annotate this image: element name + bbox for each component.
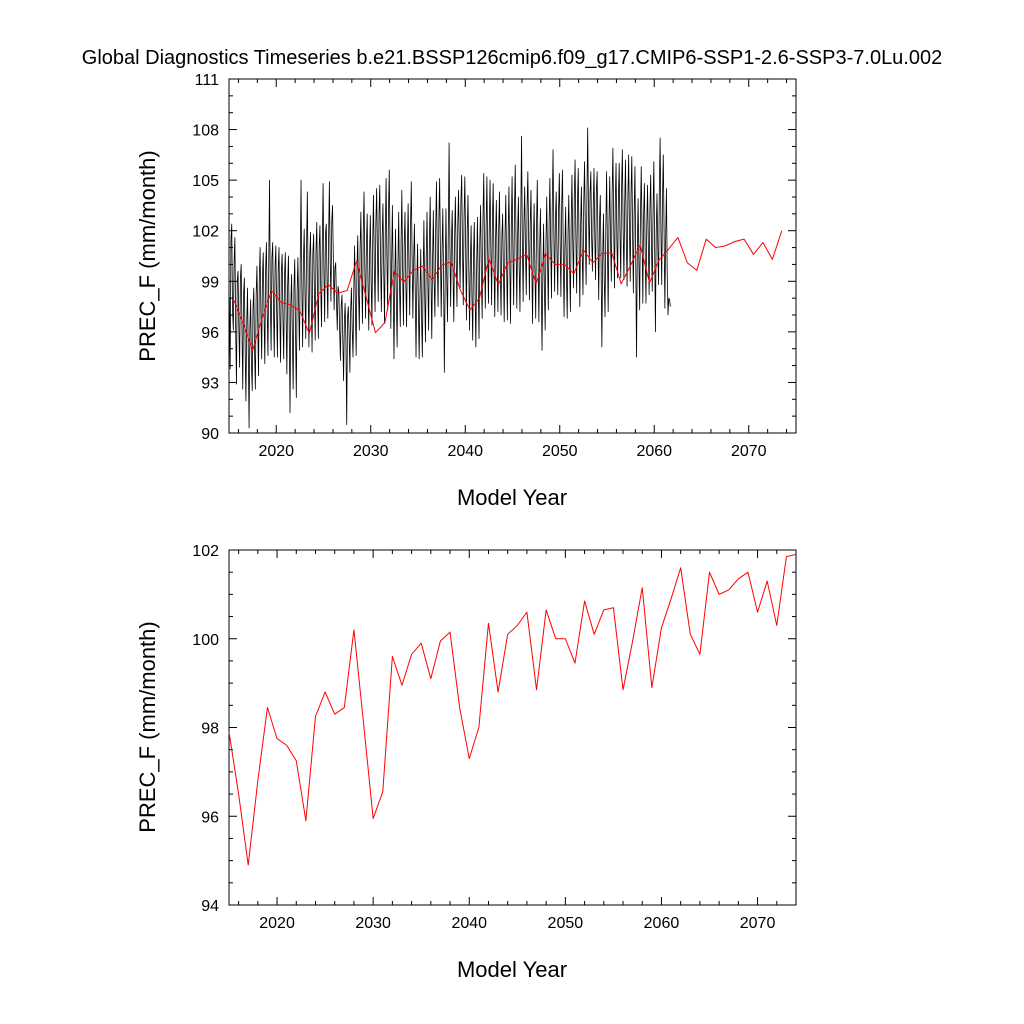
y-axis-label: PREC_F (mm/month) [135,621,160,832]
annual-series-line [233,230,783,351]
figure-title: Global Diagnostics Timeseries b.e21.BSSP… [82,47,942,69]
x-tick-label: 2070 [731,443,767,460]
y-tick-label: 96 [201,325,219,342]
y-tick-label: 94 [201,898,219,915]
annual-series-line [228,553,797,866]
annual-mean-plot: 2020 2030 2040 2050 2060 2070 94 96 98 100 102 Mod… [135,543,797,982]
y-tick-label: 100 [192,632,219,649]
y-axis-label: PREC_F (mm/month) [135,150,160,361]
plot-frame [228,78,797,434]
y-tick-label: 108 [192,123,219,140]
y-tick-label: 111 [195,72,219,89]
x-tick-label: 2050 [542,443,578,460]
x-tick-label: 2060 [644,915,680,932]
y-tick-label: 98 [201,721,219,738]
monthly-timeseries-plot: 2020 2030 2040 2050 2060 2070 90 93 96 99 102 105 10… [135,72,797,510]
x-tick-label: 2070 [740,915,776,932]
x-tick-label: 2020 [258,443,294,460]
y-tick-label: 102 [192,224,219,241]
x-tick-label: 2030 [355,915,391,932]
y-tick-label: 99 [201,274,219,291]
x-tick-label: 2030 [353,443,389,460]
x-tick-label: 2040 [447,443,483,460]
x-axis-label: Model Year [457,485,567,510]
y-tick-label: 102 [192,543,219,560]
y-tick-label: 93 [201,375,219,392]
y-tick-label: 96 [201,809,219,826]
x-axis-label: Model Year [457,957,567,982]
monthly-series-line [228,127,671,429]
x-tick-label: 2050 [548,915,584,932]
x-tick-label: 2060 [636,443,672,460]
x-tick-label: 2040 [451,915,487,932]
y-tick-label: 90 [201,426,219,443]
y-tick-label: 105 [192,173,219,190]
x-tick-label: 2020 [259,915,295,932]
